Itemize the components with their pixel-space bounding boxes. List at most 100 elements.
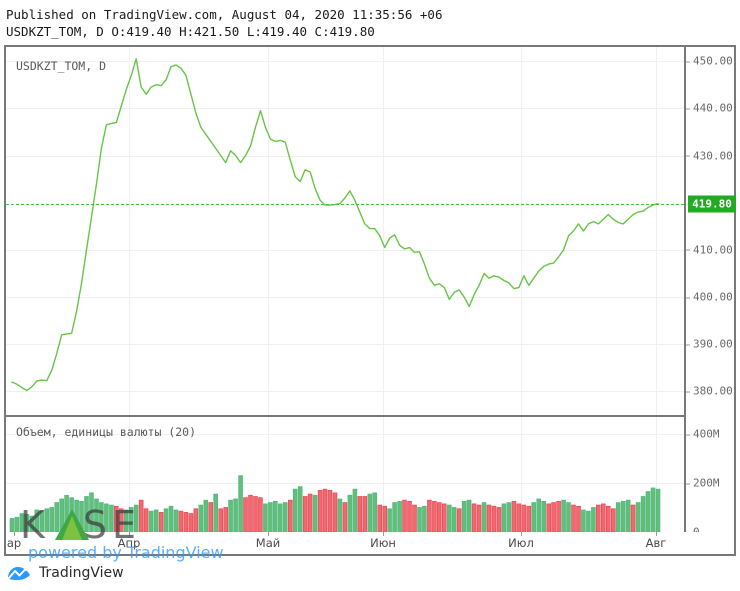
volume-bar [263,503,268,532]
volume-bar [128,507,134,532]
volume-bar [611,508,616,532]
price-line-chart [11,58,659,392]
volume-bar [436,502,442,532]
volume-bar [432,501,437,532]
volume-bar [606,505,611,532]
volume-bar [586,510,591,532]
price-gridline [6,344,684,346]
time-axis-label: Апр [117,536,141,550]
price-axis-tick-label: 380.00 [686,385,733,398]
volume-bar [581,509,586,532]
vertical-gridline [268,47,269,415]
volume-bar [377,504,382,532]
volume-bar [268,502,273,532]
volume-bar [138,499,144,532]
volume-bar [327,490,333,532]
volume-bar [193,508,199,532]
volume-bar [34,509,40,532]
vertical-gridline [383,417,384,532]
volume-bar [576,505,581,532]
volume-bar [571,504,576,532]
volume-bar [337,498,343,532]
volume-gridline [6,483,684,485]
time-axis[interactable]: ар Апр Май Июн Июл Авг [4,532,736,556]
volume-bar [476,504,482,532]
volume-bar [9,518,15,532]
volume-bar [382,505,387,532]
volume-bar [99,502,104,532]
volume-bar [332,492,338,532]
price-gridline [6,108,684,110]
volume-bar [387,508,392,532]
price-axis[interactable]: 450.00 440.00 430.00 410.00 400.00 390.00 380.… [684,47,736,539]
time-axis-label: Июл [508,536,534,550]
time-axis-label: Май [255,536,281,550]
volume-bar [124,509,129,532]
volume-bar [317,490,323,532]
time-axis-label: Авг [645,536,667,550]
footer[interactable]: TradingView [6,562,124,584]
volume-bar [635,502,641,532]
price-gridline [6,249,684,251]
price-axis-tick-label: 410.00 [686,243,733,256]
volume-pane[interactable]: Объем, единицы валюты (20) [6,417,684,532]
volume-bar [243,497,248,532]
volume-bar [143,508,149,532]
vertical-gridline [656,417,657,532]
volume-bar [655,488,661,532]
volume-bar [54,502,59,532]
volume-bar [501,503,507,532]
volume-bar [496,507,502,532]
volume-bar [24,514,30,532]
price-gridline [6,391,684,393]
volume-bar [407,501,412,532]
volume-bar [84,496,89,532]
volume-bar [168,505,174,532]
volume-bar [417,507,422,532]
volume-bar [347,494,353,532]
volume-bar [119,508,124,532]
volume-bar [282,502,288,532]
volume-bar [466,499,472,532]
price-pane[interactable]: USDKZT_TOM, D [6,47,684,415]
volume-bar [208,502,214,532]
volume-bar [213,493,219,532]
volume-bar [546,503,551,532]
volume-bar [640,496,646,532]
current-price-badge: 419.80 [688,195,736,213]
price-axis-tick-label: 430.00 [686,149,733,162]
volume-bar [566,502,571,532]
volume-bar [412,504,417,532]
volume-bar [312,494,318,532]
volume-bar [302,496,308,532]
volume-bar [158,512,164,532]
volume-bar [451,507,457,532]
volume-bar [556,501,561,532]
chart-frame: USDKZT_TOM, D Объем, единицы валюты (20)… [4,45,736,562]
volume-bar [491,505,497,532]
volume-bar [104,503,109,532]
volume-bar [292,488,298,532]
time-axis-tick [656,532,657,536]
volume-bar [297,486,303,532]
volume-bar [531,502,536,532]
volume-bar [481,502,487,532]
volume-bar [541,501,546,532]
time-axis-tick [268,532,269,536]
volume-bar [64,494,69,532]
time-axis-tick [521,532,522,536]
price-gridline [6,61,684,63]
price-pane-legend: USDKZT_TOM, D [16,59,107,73]
volume-bar [392,502,397,532]
volume-bar [427,499,432,532]
volume-bar [307,493,313,532]
volume-axis-tick-label: 200M [686,477,720,490]
volume-bar [223,507,229,532]
volume-bar [620,501,626,532]
volume-bar [228,499,233,532]
volume-bar [59,498,64,532]
volume-bar [253,496,258,532]
volume-bar [19,513,25,532]
volume-bar [650,487,656,532]
volume-pane-legend: Объем, единицы валюты (20) [16,425,197,439]
